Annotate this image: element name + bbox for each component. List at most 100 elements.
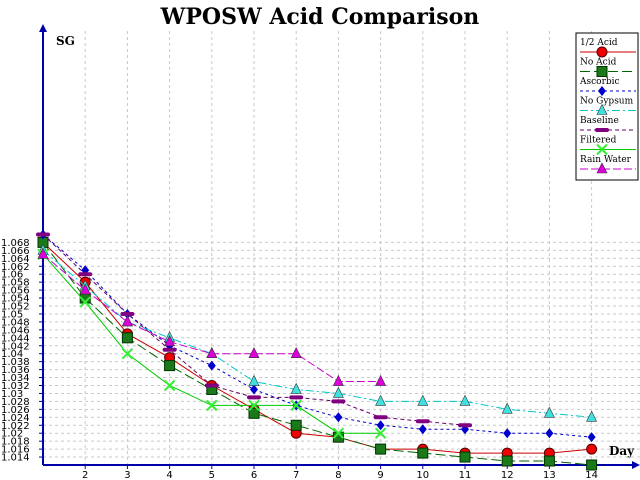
- y-tick-label: 1.014: [1, 453, 30, 464]
- y-tick-label: 1.022: [1, 421, 30, 432]
- x-tick-label: 13: [543, 470, 556, 480]
- series-rain-water: [37, 247, 387, 386]
- data-point-ascorbic: [418, 424, 427, 435]
- data-point-no-acid: [164, 360, 176, 372]
- x-tick-label: 6: [251, 470, 257, 480]
- data-point-no-acid: [586, 459, 598, 471]
- data-point-rain-water: [79, 283, 91, 295]
- data-point-baseline: [415, 419, 430, 424]
- data-point-no-gypsum: [375, 394, 387, 406]
- legend-marker-no-acid: [596, 66, 608, 77]
- series-line-baseline: [42, 234, 466, 426]
- legend-marker-filtered: [596, 143, 608, 156]
- data-point-no-acid: [121, 332, 133, 344]
- legend-box: [575, 32, 639, 181]
- legend: 1/2 Acid No Acid Ascorbic No Gypsum Baseline…: [575, 32, 639, 181]
- y-tick-label: 1.032: [1, 381, 30, 392]
- data-point-filtered: [290, 399, 302, 412]
- data-point-ascorbic: [250, 384, 258, 395]
- data-point-rain-water: [290, 347, 302, 358]
- data-point-ascorbic: [545, 428, 554, 439]
- y-tick-label: 1.018: [1, 437, 30, 448]
- data-point-rain-water: [248, 347, 260, 358]
- chart-title: WPOSW Acid Comparison: [160, 4, 480, 30]
- data-point-no-gypsum: [459, 394, 471, 406]
- legend-marker-ascorbic: [598, 86, 606, 96]
- data-point-baseline: [120, 311, 135, 316]
- legend-label-filtered: Filtered: [580, 136, 617, 146]
- data-point-baseline: [162, 347, 177, 352]
- y-tick-labels: 1.0681.0661.0641.0621.061.0581.0561.0541…: [1, 238, 30, 464]
- data-point-no-acid: [375, 443, 387, 455]
- data-point-baseline: [289, 395, 304, 400]
- data-point-filtered: [163, 379, 176, 392]
- x-stroke: [163, 379, 176, 392]
- data-point-ascorbic: [587, 432, 596, 443]
- x-stroke: [596, 143, 608, 156]
- data-point-baseline: [331, 399, 346, 404]
- y-tick-label: 1.016: [1, 445, 30, 456]
- legend-label-ascorbic: Ascorbic: [579, 77, 620, 87]
- y-tick-label: 1.02: [1, 429, 23, 440]
- series-line-no-acid: [42, 242, 592, 466]
- y-tick-label: 1.036: [1, 365, 30, 376]
- y-tick-label: 1.048: [1, 317, 30, 328]
- legend-label-no-acid: No Acid: [580, 58, 617, 68]
- y-tick-label: 1.054: [1, 294, 30, 305]
- x-tick-labels: 2 3 4 5 6 7 8 9 10 11 12 13 14: [82, 470, 598, 480]
- legend-label-rain-water: Rain Water: [580, 155, 632, 165]
- data-point-filtered: [332, 427, 345, 439]
- y-tick-label: 1.064: [1, 254, 30, 265]
- y-tick-label: 1.058: [1, 278, 30, 289]
- x-axis-arrow: [632, 461, 640, 469]
- data-point-no-gypsum: [586, 410, 598, 422]
- x-tick-label: 10: [416, 470, 429, 480]
- y-tick-label: 1.044: [1, 333, 30, 344]
- y-tick-label: 1.028: [1, 397, 30, 408]
- data-point-no-acid: [543, 455, 555, 467]
- data-point-no-gypsum: [543, 406, 555, 418]
- data-point-filtered: [248, 399, 260, 412]
- data-point-rain-water: [37, 247, 49, 259]
- data-point-rain-water: [375, 374, 387, 386]
- legend-marker-rain-water: [596, 162, 608, 174]
- x-tick-label: 14: [585, 470, 598, 480]
- data-point-rain-water: [164, 335, 176, 347]
- series-line-no-gypsum: [42, 249, 592, 418]
- x-tick-label: 12: [501, 470, 514, 480]
- x-tick-label: 7: [293, 470, 299, 480]
- legend-label-baseline: Baseline: [580, 116, 619, 126]
- y-tick-label: 1.068: [1, 238, 30, 249]
- data-point-no-gypsum: [501, 402, 513, 414]
- x-tick-label: 4: [166, 470, 172, 480]
- x-stroke: [121, 347, 134, 360]
- data-point-no-gypsum: [417, 394, 429, 406]
- data-point-ascorbic: [503, 428, 512, 439]
- grid: [43, 31, 640, 465]
- data-point-baseline: [373, 415, 388, 420]
- data-point-no-acid: [290, 419, 302, 431]
- x-tick-label: 3: [124, 470, 130, 480]
- y-tick-label: 1.066: [1, 246, 30, 257]
- data-point-baseline: [247, 395, 261, 400]
- data-point-ascorbic: [334, 412, 343, 423]
- x-stroke: [206, 399, 218, 412]
- data-point-rain-water: [121, 315, 133, 327]
- data-point-ascorbic: [207, 360, 216, 371]
- y-tick-label: 1.042: [1, 341, 30, 352]
- legend-label-no-gypsum: No Gypsum: [580, 97, 634, 107]
- data-point-no-acid: [248, 407, 260, 419]
- x-stroke: [248, 399, 260, 412]
- x-stroke: [374, 427, 387, 439]
- y-tick-label: 1.046: [1, 325, 30, 336]
- data-point-baseline: [78, 272, 93, 277]
- data-point-no-acid: [417, 447, 429, 459]
- y-tick-label: 1.056: [1, 286, 30, 297]
- series-line-1-2-acid: [42, 242, 592, 454]
- data-point-ascorbic: [376, 420, 385, 431]
- x-axis-label: Day: [609, 444, 635, 458]
- x-stroke: [290, 399, 302, 412]
- legend-marker-baseline: [595, 128, 609, 132]
- y-tick-label: 1.03: [1, 389, 23, 400]
